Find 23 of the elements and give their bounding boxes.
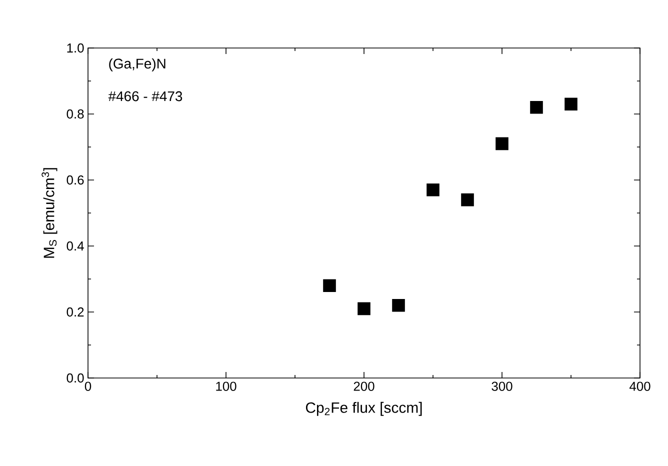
x-tick-label: 400 (629, 382, 650, 391)
point (496, 137, 508, 150)
x-tick-label: 300 (492, 382, 512, 391)
y-tick-label: 0.4 (66, 241, 84, 251)
point (564, 98, 578, 110)
x-axis-title: Cp$_{2}$Fe flux [sccm] (306, 402, 422, 416)
y-tick-label: 0.8 (66, 109, 84, 119)
point (461, 193, 474, 206)
x-tick-label: 100 (216, 382, 236, 391)
point (358, 302, 370, 316)
point (530, 101, 543, 114)
annotation: #466 - #473 (108, 91, 182, 102)
y-tick-label: 0.0 (66, 373, 84, 383)
point (392, 299, 405, 312)
x-tick-label: 0 (84, 382, 92, 391)
y-tick-label: 1.0 (67, 43, 84, 53)
point (323, 279, 336, 292)
y-axis-title: M$_{S}$ [emu/cm$^{3}$] (42, 168, 58, 258)
x-tick-label: 200 (354, 382, 374, 391)
y-tick-label: 0.2 (66, 307, 84, 317)
y-tick-label: 0.6 (66, 175, 84, 185)
annotation: (Ga,Fe)N (109, 58, 166, 72)
point (426, 184, 440, 196)
